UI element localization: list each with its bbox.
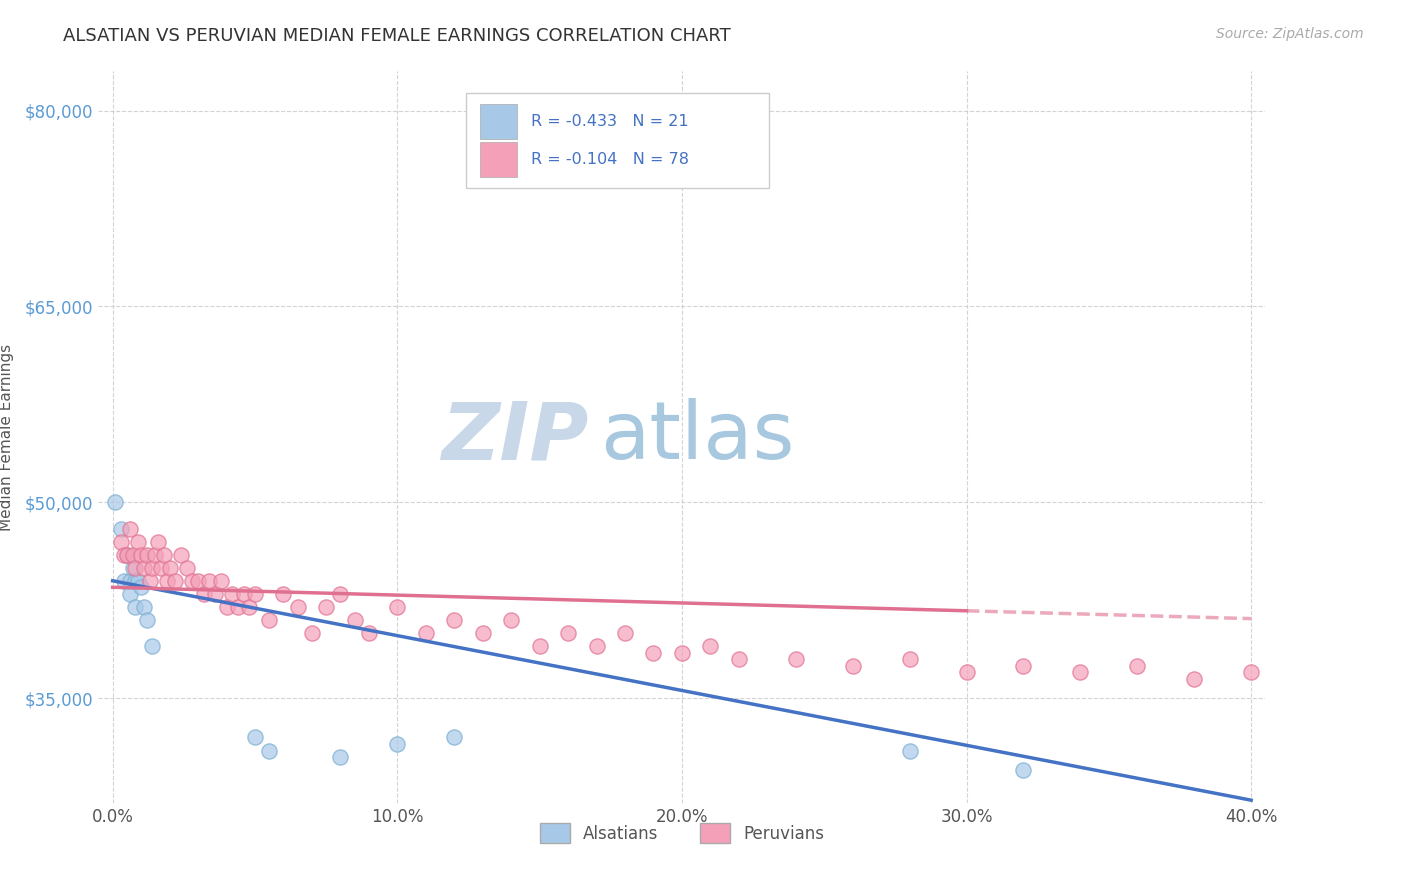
Point [135, 613, 157, 627]
Point [1069, 665, 1091, 680]
Point [1012, 763, 1035, 777]
Point [387, 737, 409, 751]
Point [226, 599, 249, 614]
Point [132, 560, 155, 574]
Point [257, 613, 280, 627]
Legend: Alsatians, Peruvians: Alsatians, Peruvians [533, 817, 831, 849]
Point [273, 587, 295, 601]
Point [443, 731, 465, 745]
Point [243, 587, 266, 601]
Point [841, 658, 863, 673]
Point [124, 599, 146, 614]
Point [898, 743, 921, 757]
Point [727, 652, 749, 666]
Point [232, 587, 254, 601]
Point [135, 548, 157, 562]
Point [104, 495, 127, 509]
Point [124, 574, 146, 588]
Point [671, 646, 693, 660]
Point [585, 639, 607, 653]
Point [156, 574, 179, 588]
Point [118, 587, 141, 601]
Point [471, 626, 494, 640]
Point [181, 574, 204, 588]
Point [187, 574, 209, 588]
Point [153, 548, 176, 562]
Point [118, 521, 141, 535]
Point [127, 534, 149, 549]
Point [643, 646, 665, 660]
Point [124, 560, 146, 574]
Text: R = -0.433   N = 21: R = -0.433 N = 21 [531, 113, 689, 128]
Point [287, 599, 309, 614]
Point [159, 560, 181, 574]
Point [387, 599, 409, 614]
Point [301, 626, 323, 640]
Point [785, 652, 807, 666]
Point [243, 731, 266, 745]
Point [121, 560, 143, 574]
Point [501, 613, 523, 627]
Point [110, 534, 132, 549]
Point [238, 599, 260, 614]
Point [415, 626, 437, 640]
Point [112, 548, 135, 562]
Point [1382, 665, 1405, 680]
Text: ZIP: ZIP [441, 398, 589, 476]
Point [529, 639, 551, 653]
Point [112, 574, 135, 588]
Point [204, 587, 226, 601]
Point [143, 548, 166, 562]
Y-axis label: Median Female Earnings: Median Female Earnings [0, 343, 14, 531]
Point [443, 613, 465, 627]
Point [198, 574, 221, 588]
Point [209, 574, 232, 588]
Point [110, 521, 132, 535]
Point [115, 548, 138, 562]
Point [329, 587, 352, 601]
Point [165, 574, 187, 588]
Point [148, 534, 170, 549]
Point [221, 587, 243, 601]
Text: ALSATIAN VS PERUVIAN MEDIAN FEMALE EARNINGS CORRELATION CHART: ALSATIAN VS PERUVIAN MEDIAN FEMALE EARNI… [63, 27, 731, 45]
Point [699, 639, 721, 653]
Point [257, 743, 280, 757]
Point [170, 548, 193, 562]
Point [955, 665, 977, 680]
Point [343, 613, 366, 627]
Point [329, 750, 352, 764]
Point [141, 560, 163, 574]
Point [138, 574, 160, 588]
Point [118, 574, 141, 588]
Text: atlas: atlas [600, 398, 794, 476]
FancyBboxPatch shape [479, 103, 517, 138]
Point [557, 626, 579, 640]
FancyBboxPatch shape [465, 94, 769, 188]
Point [1126, 658, 1149, 673]
Point [1240, 665, 1263, 680]
Point [1326, 678, 1348, 692]
Point [141, 639, 163, 653]
Point [127, 574, 149, 588]
Text: Source: ZipAtlas.com: Source: ZipAtlas.com [1216, 27, 1364, 41]
Point [176, 560, 198, 574]
Point [1012, 658, 1035, 673]
Point [115, 548, 138, 562]
Point [1268, 672, 1291, 686]
Point [898, 652, 921, 666]
Point [1296, 665, 1319, 680]
Point [129, 548, 152, 562]
Text: R = -0.104   N = 78: R = -0.104 N = 78 [531, 152, 689, 167]
Point [150, 560, 173, 574]
FancyBboxPatch shape [479, 142, 517, 177]
Point [193, 587, 215, 601]
Point [614, 626, 637, 640]
Point [121, 548, 143, 562]
Point [129, 580, 152, 594]
Point [1182, 672, 1205, 686]
Point [357, 626, 380, 640]
Point [132, 599, 155, 614]
Point [315, 599, 337, 614]
Point [215, 599, 238, 614]
